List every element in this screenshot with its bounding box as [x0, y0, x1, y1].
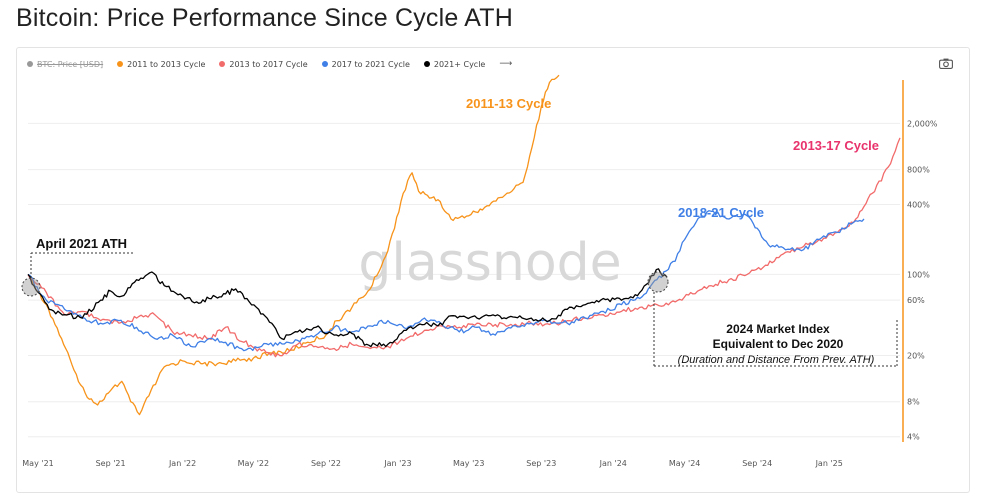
camera-icon[interactable] [939, 58, 953, 69]
x-tick-label: Sep '22 [311, 459, 341, 468]
market-index-marker [647, 271, 669, 293]
annotation-market-index-2: Equivalent to Dec 2020 [713, 337, 844, 351]
x-tick-label: May '22 [238, 459, 269, 468]
legend-label-2011-cycle: 2011 to 2013 Cycle [127, 59, 206, 69]
annotation-market-index-3: (Duration and Distance From Prev. ATH) [678, 354, 875, 366]
chart-grid [28, 122, 900, 438]
legend-dot-2013-cycle [219, 61, 226, 67]
annotation-april-ath: April 2021 ATH [36, 236, 127, 251]
x-tick-label: May '21 [22, 459, 53, 468]
legend-item-2011-cycle[interactable]: 2011 to 2013 Cycle [117, 60, 205, 69]
y-tick-label: 8% [907, 398, 920, 407]
legend-label-2017-cycle: 2017 to 2021 Cycle [331, 59, 410, 69]
y-tick-label: 100% [907, 270, 930, 279]
april-ath-marker [21, 277, 41, 297]
y-tick-label: 20% [907, 352, 925, 361]
legend-item-2017-cycle[interactable]: 2017 to 2021 Cycle [321, 59, 410, 69]
y-axis: 4% 8% 20% 60% 100% 400% 800% 2,000% [907, 119, 938, 441]
y-tick-label: 800% [907, 166, 930, 175]
chart-legend: BTC: Price [USD] 2011 to 2013 Cycle 2013… [27, 57, 512, 71]
legend-item-btc-price[interactable]: BTC: Price [USD] [27, 60, 103, 69]
x-tick-label: May '24 [669, 459, 700, 468]
x-tick-label: May '23 [453, 459, 484, 468]
legend-label-2013-cycle: 2013 to 2017 Cycle [229, 59, 308, 69]
y-tick-label: 400% [907, 201, 930, 210]
legend-dot-2021-cycle [423, 61, 430, 67]
x-tick-label: Jan '25 [815, 459, 843, 468]
legend-label-2021-cycle: 2021+ Cycle [433, 59, 486, 69]
chart-card: BTC: Price [USD] 2011 to 2013 Cycle 2013… [16, 47, 970, 493]
x-tick-label: Sep '24 [742, 459, 772, 468]
legend-dot-btc-price [27, 61, 33, 67]
annotation-cycle-2018: 2018-21 Cycle [678, 205, 764, 220]
y-tick-label: 4% [907, 433, 920, 442]
x-tick-label: Sep '21 [96, 459, 126, 468]
x-tick-label: Sep '23 [526, 459, 556, 468]
watermark-text: glassnode [358, 233, 621, 293]
x-tick-label: Jan '24 [599, 459, 627, 468]
annotation-market-index-1: 2024 Market Index [726, 322, 830, 336]
arrow-right-icon[interactable]: ⟶ [499, 59, 513, 69]
series-line-1 [27, 137, 901, 358]
legend-item-2013-cycle[interactable]: 2013 to 2017 Cycle [219, 59, 308, 69]
x-tick-label: Jan '22 [168, 459, 196, 468]
x-tick-label: Jan '23 [383, 459, 411, 468]
legend-item-2021-cycle[interactable]: 2021+ Cycle [423, 59, 486, 69]
series-line-3 [27, 268, 668, 348]
legend-dot-2011-cycle [117, 61, 124, 67]
y-tick-label: 2,000% [907, 119, 938, 128]
y-tick-label: 60% [907, 296, 925, 305]
legend-dot-2017-cycle [321, 61, 328, 67]
page-title: Bitcoin: Price Performance Since Cycle A… [16, 4, 513, 32]
series-line-0 [27, 74, 560, 416]
series-line-2 [27, 210, 865, 352]
annotation-cycle-2011: 2011-13 Cycle [466, 96, 551, 111]
series-layer [27, 74, 901, 416]
annotation-cycle-2013: 2013-17 Cycle [793, 138, 879, 153]
legend-label-btc-price: BTC: Price [USD] [37, 59, 104, 69]
x-axis: May '21 Sep '21 Jan '22 May '22 Sep '22 Jan '… [22, 459, 843, 468]
